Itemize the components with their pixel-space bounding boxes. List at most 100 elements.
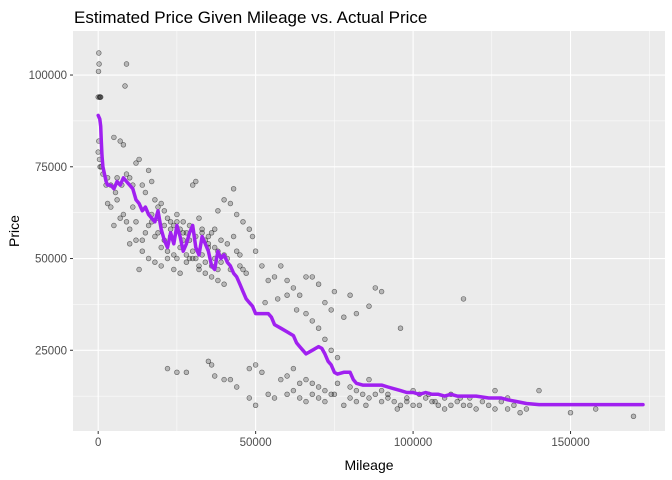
data-point	[218, 237, 224, 243]
data-point	[155, 230, 161, 236]
data-point	[246, 365, 253, 372]
data-point	[126, 241, 133, 247]
data-point	[284, 373, 290, 379]
data-point	[136, 266, 142, 273]
data-point	[366, 395, 372, 401]
data-point	[123, 171, 130, 177]
data-point	[309, 380, 315, 386]
data-point	[136, 156, 142, 163]
data-point	[262, 299, 268, 306]
data-point	[315, 384, 322, 390]
data-point	[360, 391, 366, 397]
y-tick-label: 75000	[35, 162, 67, 174]
data-point	[111, 134, 117, 141]
data-point	[278, 263, 284, 269]
data-point	[145, 222, 152, 229]
data-point	[378, 288, 385, 295]
data-point	[366, 303, 372, 309]
data-point	[190, 182, 196, 188]
data-point	[243, 270, 249, 276]
data-point	[104, 200, 111, 207]
data-point	[96, 50, 102, 56]
x-axis-title: Mileage	[344, 457, 393, 473]
data-point	[164, 215, 171, 221]
data-point	[252, 362, 259, 368]
data-point	[297, 292, 303, 298]
data-point	[215, 277, 221, 284]
data-point	[293, 307, 300, 313]
data-point	[347, 384, 353, 390]
data-point	[139, 237, 146, 243]
data-point	[322, 387, 328, 394]
data-point	[479, 398, 486, 405]
data-point	[208, 362, 215, 368]
data-point	[432, 398, 438, 405]
data-point	[145, 255, 152, 262]
data-point	[366, 376, 372, 383]
data-point	[492, 406, 498, 412]
data-point	[271, 274, 278, 280]
data-point	[167, 219, 174, 225]
data-point	[193, 178, 199, 185]
data-point	[205, 358, 212, 364]
data-point	[252, 248, 259, 254]
data-point	[142, 230, 149, 236]
data-point	[164, 365, 171, 372]
data-point	[120, 211, 127, 218]
data-point	[275, 296, 281, 302]
data-point	[202, 259, 209, 265]
data-point	[246, 226, 253, 232]
data-point	[224, 241, 231, 247]
data-point	[149, 178, 155, 185]
data-point	[111, 222, 117, 229]
data-point	[271, 395, 278, 401]
data-point	[126, 226, 133, 232]
data-point	[334, 354, 341, 361]
data-point	[161, 208, 168, 214]
data-point	[284, 391, 290, 397]
data-point	[215, 208, 221, 214]
data-point	[145, 167, 152, 174]
data-point	[331, 288, 338, 295]
data-point	[252, 402, 259, 408]
data-point	[278, 376, 284, 383]
data-point	[167, 226, 174, 232]
data-point	[142, 189, 149, 196]
data-point	[183, 259, 190, 265]
data-point	[158, 244, 164, 251]
data-point	[196, 215, 202, 221]
data-point	[230, 186, 237, 192]
data-point	[391, 398, 397, 405]
data-point	[112, 189, 119, 196]
data-point	[322, 398, 328, 405]
data-point	[237, 263, 243, 269]
data-point	[108, 204, 114, 210]
data-point	[404, 398, 410, 405]
data-point	[341, 402, 347, 408]
data-point	[171, 252, 177, 258]
data-point	[259, 369, 265, 375]
data-point	[410, 402, 416, 408]
data-point	[139, 248, 146, 254]
data-point	[205, 233, 212, 240]
data-point	[347, 395, 353, 401]
data-point	[246, 395, 253, 401]
data-point	[221, 376, 227, 383]
data-point	[227, 376, 234, 383]
data-point	[183, 369, 190, 375]
data-point	[234, 384, 240, 390]
data-point	[341, 314, 347, 320]
data-point	[212, 373, 218, 379]
data-point	[473, 406, 479, 412]
data-point	[158, 200, 164, 207]
data-point	[297, 395, 303, 401]
data-point	[139, 182, 146, 188]
data-point	[114, 175, 120, 181]
data-point	[347, 292, 353, 298]
data-point	[315, 395, 322, 401]
y-tick-label: 25000	[35, 345, 67, 357]
data-point	[95, 149, 101, 155]
data-point	[114, 197, 120, 203]
data-point	[378, 398, 385, 405]
